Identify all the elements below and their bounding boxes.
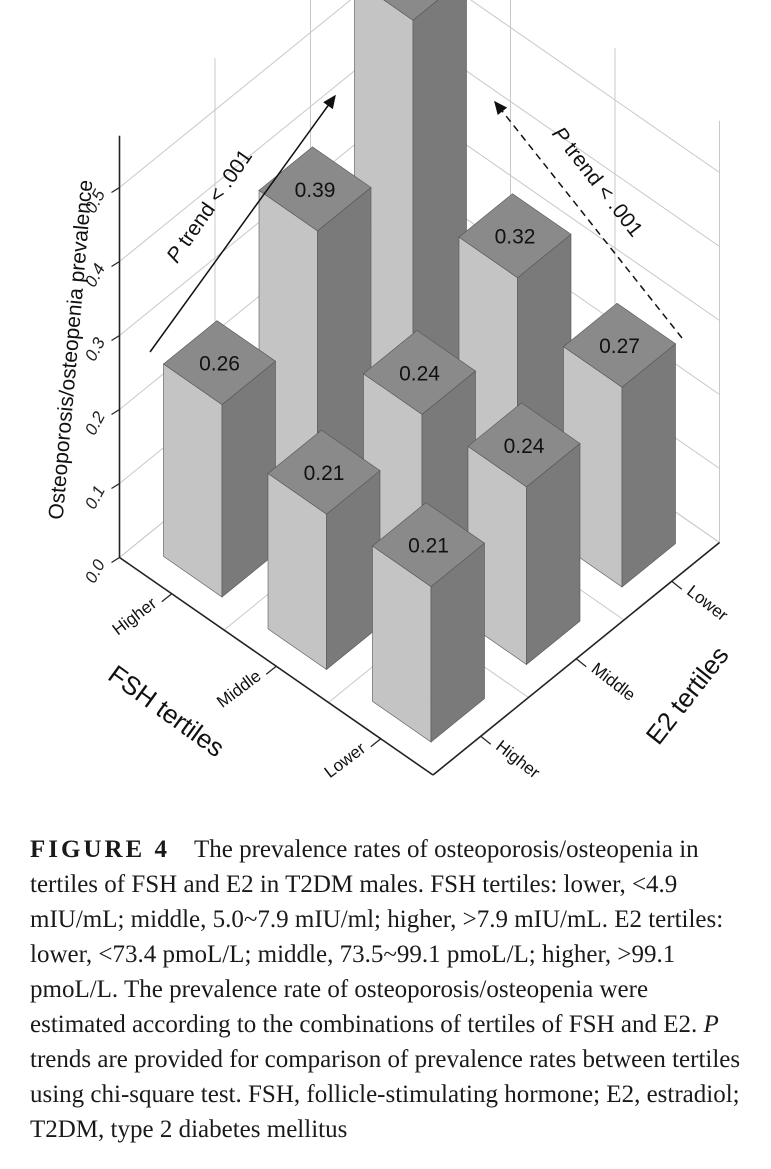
chart-area: 0.0 0.1 0.2 0.3 0.4 0.5 Osteoporosis/osteopeni… bbox=[45, 0, 735, 782]
bar-value-label: 0.21 bbox=[408, 535, 449, 558]
fsh-tick bbox=[370, 738, 382, 748]
bar-face-top bbox=[372, 502, 485, 587]
bar-value-label: 0.21 bbox=[304, 462, 345, 485]
caption-p-letter: P bbox=[703, 1011, 719, 1038]
z-tick-label: 0.2 bbox=[81, 408, 109, 438]
bar-face-top bbox=[163, 320, 276, 405]
z-tick-label: 0.1 bbox=[81, 482, 109, 512]
e2-category-label: Lower bbox=[683, 581, 731, 625]
fsh-trend-arrow bbox=[149, 94, 336, 353]
figure-caption: FIGURE 4 The prevalence rates of osteopor… bbox=[30, 832, 750, 1147]
bar-value-label: 0.24 bbox=[504, 435, 545, 458]
z-tick-label: 0.3 bbox=[81, 334, 109, 364]
bar-face-top bbox=[383, 0, 439, 21]
bar-face-top bbox=[363, 330, 476, 415]
bar-value-label: 0.24 bbox=[399, 362, 440, 385]
e2-tick bbox=[671, 580, 683, 590]
caption-text-1: The prevalence rates of osteoporosis/ost… bbox=[30, 836, 724, 1038]
bar-face-top bbox=[563, 302, 676, 388]
z-tick bbox=[111, 482, 120, 490]
bar-face-left bbox=[163, 363, 223, 598]
z-tick bbox=[111, 260, 120, 268]
bar: 0.26 bbox=[163, 320, 276, 598]
e2-tick bbox=[575, 658, 587, 668]
e2-category-label: Higher bbox=[492, 736, 543, 782]
bar-face-top bbox=[267, 429, 381, 515]
fsh-category-label: Lower bbox=[321, 739, 370, 782]
e2-category-label: Middle bbox=[588, 659, 639, 705]
fsh-tick bbox=[161, 593, 173, 603]
fsh-category-label: Middle bbox=[213, 666, 264, 711]
figure-label: FIGURE 4 bbox=[30, 836, 170, 863]
z-tick bbox=[111, 408, 120, 416]
bar-value-label: 0.39 bbox=[295, 179, 336, 202]
bar: 0.21 bbox=[267, 429, 381, 671]
bar-face-top bbox=[458, 193, 572, 279]
e2-axis-title: E2 tertiles bbox=[640, 640, 735, 750]
z-tick bbox=[111, 334, 120, 342]
bar: 0.21 bbox=[372, 502, 485, 743]
chart-svg: 0.00.10.20.30.40.5Osteoporosis/osteopeni… bbox=[45, 0, 735, 782]
fsh-tick bbox=[265, 665, 277, 675]
fsh-axis-title: FSH tertiles bbox=[103, 659, 231, 763]
bar-face-top bbox=[258, 146, 372, 232]
z-tick-label: 0.0 bbox=[81, 556, 109, 586]
e2-trend-arrow bbox=[494, 100, 683, 339]
caption-text-2: trends are provided for comparison of pr… bbox=[30, 1046, 741, 1143]
bar-face-top bbox=[467, 402, 581, 488]
bars-layer: 0.570.320.390.270.240.260.240.210.21 bbox=[163, 0, 676, 743]
bar-value-label: 0.26 bbox=[199, 353, 240, 376]
bar-value-label: 0.27 bbox=[599, 335, 640, 358]
fsh-category-label: Higher bbox=[109, 594, 161, 640]
z-tick bbox=[111, 186, 120, 194]
bar-value-label: 0.32 bbox=[495, 226, 536, 249]
bar: 0.24 bbox=[467, 402, 581, 666]
z-tick bbox=[111, 556, 120, 564]
e2-tick bbox=[480, 735, 492, 745]
